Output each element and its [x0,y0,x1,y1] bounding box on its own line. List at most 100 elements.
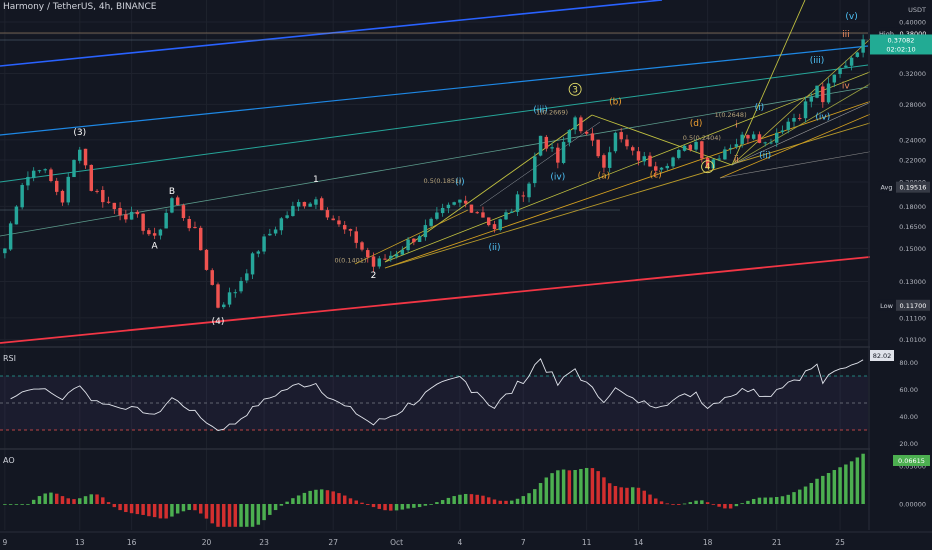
candle-body [239,280,243,292]
candle-body [556,147,560,163]
candle-body [158,229,163,236]
wave-label: 2 [371,271,377,281]
candle-body [227,292,232,305]
ao-bar [371,504,376,508]
ao-bar [538,483,543,504]
candle-body [245,273,249,281]
ao-bar [106,502,111,504]
candle-body [636,151,641,161]
ao-bar [809,482,814,504]
candle-body [210,270,214,285]
ao-bar [832,470,837,504]
ao-bar [296,495,301,504]
time-tick: 23 [259,538,269,547]
ao-bar [101,497,105,504]
price-tick: 0.11100 [899,314,926,322]
ao-bar [175,504,180,514]
ao-bar [682,503,687,505]
ao-bar [446,497,451,504]
rsi-tick: 20.00 [899,440,918,448]
candle-body [78,149,82,161]
candle-body [89,164,94,191]
time-tick: 21 [772,538,782,547]
candle-body [152,233,157,236]
candle-body [504,212,508,220]
ao-bar [204,504,209,519]
wave-circle [568,82,582,96]
ao-bar [291,498,295,504]
candle-body [181,205,186,219]
rsi-pane: RSI [0,354,868,431]
candle-body [348,229,353,231]
candle-body [440,207,445,214]
ao-bar [129,504,134,514]
ao-bar [607,483,612,504]
candle-body [389,255,393,259]
time-tick: 7 [521,538,526,547]
wave-label: (i) [455,177,465,187]
candle-body [314,199,318,205]
candle-body [798,117,802,119]
wave-label: 4 [705,163,711,173]
candle-body [561,141,566,163]
price-tick: 0.24000 [899,136,926,144]
candle-body [429,218,433,226]
candle-body [435,212,439,219]
candle-body [861,39,865,53]
ao-bar [319,489,324,504]
candle-body [763,142,767,144]
ao-bar [89,494,94,504]
candle-body [43,169,47,171]
current-price-value: 0.37082 [888,36,915,44]
ao-bar [510,500,514,504]
ao-bar [711,504,716,505]
ao-bar [331,491,335,504]
candle-body [452,202,456,205]
ao-bar [198,504,203,514]
ao-bar [521,496,526,504]
ao-bar [665,503,670,505]
ao-bar [573,470,577,504]
candle-body [118,207,122,216]
current-price-countdown: 02:02:10 [886,45,915,53]
candle-body [786,121,790,130]
ao-bar [3,504,7,505]
candle-body [734,144,739,147]
wave-label: (d) [690,119,703,129]
price-tick: 0.18000 [899,203,926,211]
rsi-tick: 80.00 [899,359,918,367]
candle-body [106,201,111,203]
ao-bar [757,497,762,504]
candle-body [498,219,502,230]
candle-body [751,134,756,139]
wave-label: (i) [755,103,765,113]
candle-body [222,304,226,308]
high-badge-box [896,27,930,39]
ao-bar [625,487,629,504]
chart-title: Harmony / TetherUS, 4h, BINANCE [3,2,157,12]
candle-body [371,256,376,267]
ao-bar [152,504,157,518]
candle-body [400,249,405,255]
low-badge-tag [878,299,895,311]
rsi-value: 82.02 [873,352,892,360]
candle-body [527,183,531,198]
ao-bar [389,504,393,511]
candle-body [510,211,514,213]
candle-body [826,83,831,103]
ao-bar [700,500,704,504]
candle-body [129,211,134,220]
candle-body [619,132,623,140]
candle-body [101,190,105,203]
candle-body [383,258,387,260]
candle-body [769,142,773,144]
candle-body [337,220,341,225]
ao-bar [72,499,76,504]
ao-bar [348,498,353,504]
time-tick: 16 [127,538,137,547]
candle-body [31,170,36,179]
channel-teal [0,64,869,183]
price-tick: 0.28000 [899,101,926,109]
